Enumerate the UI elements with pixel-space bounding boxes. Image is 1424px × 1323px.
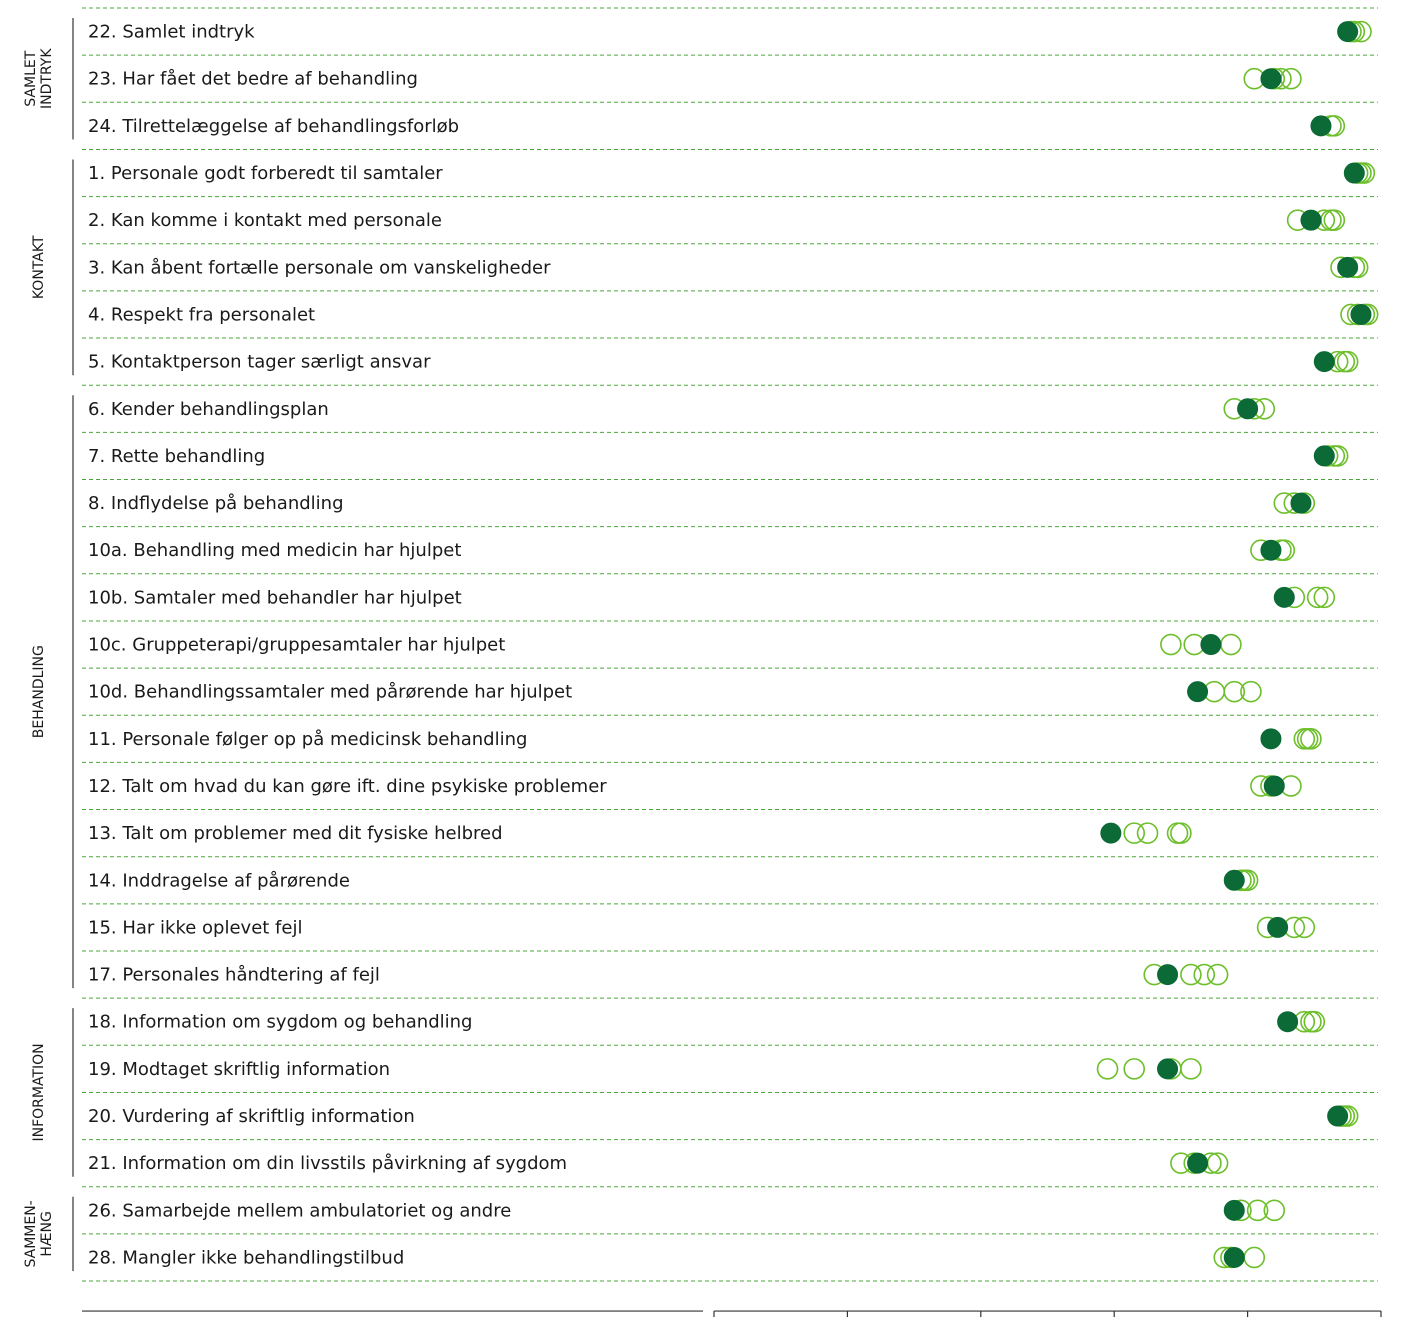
row-label: 20. Vurdering af skriftlig information — [88, 1106, 415, 1127]
row-label: 5. Kontaktperson tager særligt ansvar — [88, 352, 431, 373]
comparison-dot — [1303, 1010, 1326, 1033]
row-label: 24. Tilrettelæggelse af behandlingsforlø… — [88, 116, 459, 137]
current-dot — [1157, 964, 1179, 986]
current-dot — [1327, 1105, 1349, 1127]
row-label: 14. Inddragelse af pårørende — [88, 870, 350, 891]
row-label: 3. Kan åbent fortælle personale om vansk… — [88, 257, 551, 278]
comparison-dot — [1220, 633, 1242, 656]
current-dot — [1100, 822, 1122, 844]
group-label: BEHANDLING — [31, 645, 47, 738]
group-label: INDTRYK — [39, 48, 55, 109]
current-dot — [1313, 351, 1335, 373]
comparison-dot — [1193, 963, 1216, 986]
comparison-dot — [1263, 1199, 1286, 1222]
row-label: 10b. Samtaler med behandler har hjulpet — [88, 587, 462, 608]
current-dot — [1263, 775, 1285, 797]
group-label: SAMLET — [23, 50, 39, 106]
current-dot — [1157, 1058, 1179, 1080]
current-dot — [1343, 162, 1365, 184]
row-label: 12. Talt om hvad du kan gøre ift. dine p… — [88, 776, 607, 797]
group-label: INFORMATION — [31, 1043, 47, 1141]
row-label: 17. Personales håndtering af fejl — [88, 965, 380, 986]
row-label: 1. Personale godt forberedt til samtaler — [88, 163, 443, 184]
row-label: 21. Information om din livsstils påvirkn… — [88, 1153, 567, 1174]
group-label: KONTAKT — [31, 235, 47, 299]
comparison-dot — [1123, 822, 1146, 844]
comparison-dot — [1223, 680, 1246, 703]
current-dot — [1187, 681, 1209, 703]
comparison-dot — [1306, 586, 1329, 609]
current-dot — [1223, 1199, 1245, 1221]
row-label: 18. Information om sygdom og behandling — [88, 1012, 472, 1033]
current-dot — [1187, 1152, 1209, 1174]
comparison-dot — [1160, 633, 1182, 656]
comparison-dot — [1246, 1199, 1269, 1222]
current-dot — [1267, 916, 1289, 938]
current-dot — [1337, 21, 1359, 43]
current-dot — [1237, 398, 1259, 420]
row-label: 13. Talt om problemer med dit fysiske he… — [88, 823, 503, 844]
row-label: 7. Rette behandling — [88, 446, 265, 467]
current-dot — [1300, 209, 1322, 231]
current-dot — [1350, 303, 1372, 325]
comparison-dot — [1336, 350, 1359, 373]
comparison-dot — [1170, 822, 1192, 844]
row-label: 26. Samarbejde mellem ambulatoriet og an… — [88, 1200, 511, 1221]
current-dot — [1273, 586, 1295, 608]
row-label: 15. Har ikke oplevet fejl — [88, 917, 302, 938]
row-label: 4. Respekt fra personalet — [88, 304, 315, 325]
comparison-dot — [1096, 1058, 1119, 1080]
comparison-dot — [1300, 728, 1322, 750]
current-dot — [1200, 634, 1222, 656]
group-label: SAMMEN- — [23, 1200, 39, 1267]
comparison-dot — [1136, 822, 1159, 844]
row-label: 6. Kender behandlingsplan — [88, 399, 329, 420]
current-dot — [1313, 445, 1335, 467]
group-label: HÆNG — [39, 1211, 55, 1257]
row-label: 23. Har fået det bedre af behandling — [88, 69, 418, 90]
current-dot — [1310, 115, 1332, 137]
current-dot — [1260, 728, 1282, 750]
comparison-dot — [1180, 963, 1202, 986]
current-dot — [1337, 256, 1359, 278]
row-label: 10a. Behandling med medicin har hjulpet — [88, 540, 461, 561]
current-dot — [1290, 492, 1312, 514]
current-dot — [1277, 1011, 1299, 1033]
comparison-dot — [1293, 916, 1316, 939]
row-label: 10c. Gruppeterapi/gruppesamtaler har hju… — [88, 635, 505, 656]
comparison-dot — [1323, 209, 1346, 231]
comparison-dot — [1240, 680, 1262, 703]
current-dot — [1260, 539, 1282, 561]
row-label: 8. Indflydelse på behandling — [88, 493, 344, 514]
row-label: 28. Mangler ikke behandlingstilbud — [88, 1247, 404, 1268]
comparison-dot — [1243, 1246, 1266, 1269]
current-dot — [1223, 869, 1245, 891]
current-dot — [1260, 68, 1282, 90]
comparison-dot — [1123, 1058, 1146, 1080]
comparison-dot — [1180, 1058, 1202, 1080]
current-dot — [1223, 1246, 1245, 1268]
row-label: 22. Samlet indtryk — [88, 22, 255, 43]
comparison-dot — [1313, 586, 1336, 609]
row-label: 10d. Behandlingssamtaler med pårørende h… — [88, 682, 572, 703]
row-label: 19. Modtaget skriftlig information — [88, 1059, 390, 1080]
comparison-dot — [1206, 963, 1229, 986]
row-label: 2. Kan komme i kontakt med personale — [88, 210, 442, 231]
row-label: 11. Personale følger op på medicinsk beh… — [88, 729, 527, 750]
